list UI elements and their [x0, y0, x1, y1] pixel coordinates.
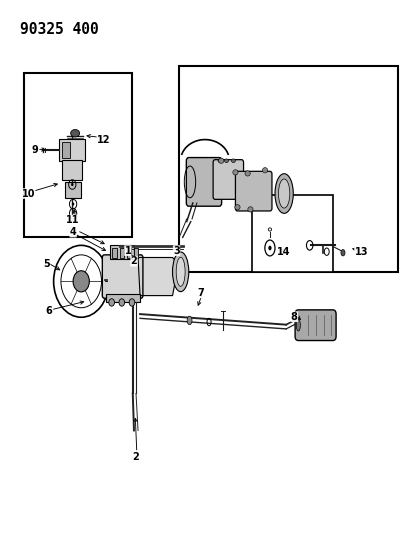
- Text: 2: 2: [130, 256, 137, 266]
- Ellipse shape: [278, 179, 289, 208]
- Text: 14: 14: [277, 247, 290, 257]
- Text: 8: 8: [290, 312, 297, 322]
- Bar: [59, 139, 85, 161]
- Text: 3: 3: [173, 246, 180, 256]
- Text: 1: 1: [124, 246, 131, 256]
- Bar: [127, 248, 131, 257]
- Text: 10: 10: [22, 189, 35, 198]
- Text: 12: 12: [97, 134, 110, 144]
- Text: 9: 9: [31, 145, 38, 155]
- Circle shape: [73, 271, 89, 292]
- Bar: [134, 248, 138, 257]
- Bar: [112, 248, 116, 257]
- Ellipse shape: [267, 246, 271, 251]
- Ellipse shape: [70, 130, 79, 137]
- Text: 11: 11: [66, 215, 80, 225]
- Ellipse shape: [296, 319, 300, 331]
- Text: 4: 4: [70, 227, 76, 237]
- Ellipse shape: [234, 205, 240, 210]
- Ellipse shape: [119, 299, 124, 306]
- Ellipse shape: [187, 316, 191, 325]
- Ellipse shape: [218, 158, 223, 164]
- Bar: [105, 294, 140, 302]
- Text: 7: 7: [197, 288, 204, 298]
- Ellipse shape: [72, 203, 74, 206]
- Bar: [65, 182, 81, 198]
- FancyBboxPatch shape: [235, 171, 271, 211]
- Text: 2: 2: [132, 452, 139, 462]
- Ellipse shape: [274, 174, 292, 213]
- Ellipse shape: [224, 159, 228, 163]
- Ellipse shape: [176, 257, 184, 286]
- Bar: [25, 74, 132, 237]
- Ellipse shape: [247, 207, 252, 212]
- Bar: [251, 195, 332, 272]
- Text: 6: 6: [45, 306, 52, 317]
- Ellipse shape: [218, 159, 222, 163]
- FancyBboxPatch shape: [294, 310, 335, 341]
- Bar: [62, 142, 70, 158]
- FancyBboxPatch shape: [213, 160, 243, 199]
- Bar: [178, 66, 397, 272]
- Bar: [109, 245, 134, 259]
- Text: 13: 13: [354, 247, 367, 257]
- Bar: [119, 248, 124, 257]
- Text: 90325 400: 90325 400: [20, 22, 99, 37]
- Text: 5: 5: [43, 259, 50, 269]
- Ellipse shape: [71, 183, 73, 186]
- Ellipse shape: [244, 171, 249, 176]
- FancyBboxPatch shape: [102, 255, 143, 298]
- Ellipse shape: [108, 299, 114, 306]
- Ellipse shape: [231, 159, 235, 163]
- Ellipse shape: [172, 252, 188, 292]
- Ellipse shape: [129, 299, 135, 306]
- Bar: [62, 160, 82, 180]
- Polygon shape: [138, 257, 178, 296]
- Ellipse shape: [232, 169, 238, 175]
- FancyBboxPatch shape: [186, 158, 221, 206]
- Ellipse shape: [340, 249, 344, 256]
- Ellipse shape: [262, 167, 267, 173]
